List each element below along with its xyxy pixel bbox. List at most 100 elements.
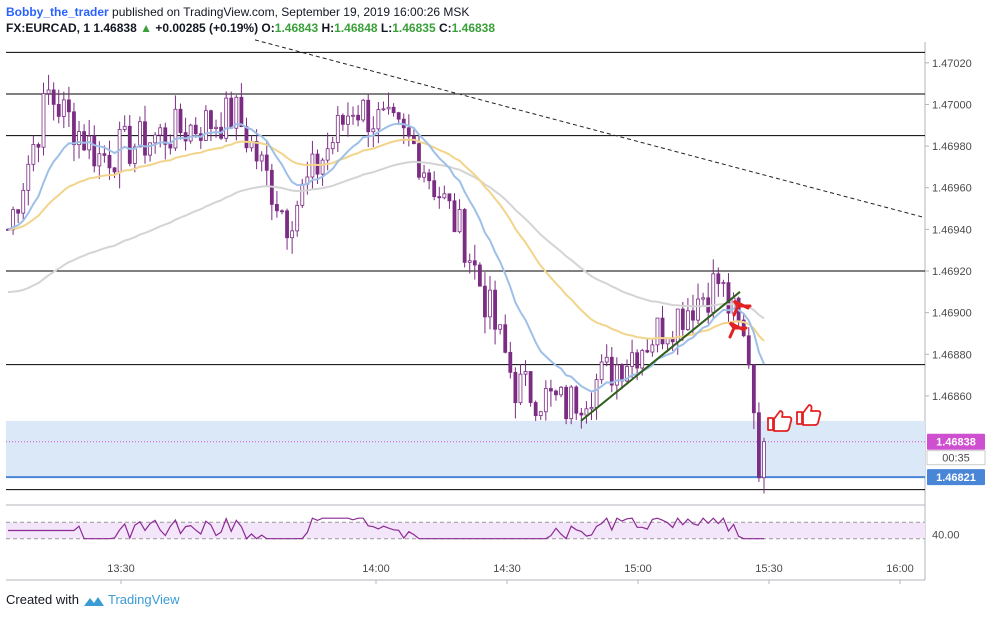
candle-body <box>696 298 700 321</box>
candle-body <box>503 324 508 353</box>
low-label: L: <box>380 21 393 35</box>
candle-body <box>72 111 76 146</box>
current-price-badge-bg <box>927 433 985 450</box>
candle-body <box>620 364 624 382</box>
thumbs-up-outline <box>796 404 822 426</box>
candle-body <box>640 350 645 369</box>
candle-body <box>564 386 569 420</box>
candle-body <box>422 172 426 178</box>
rsi-band <box>6 522 925 539</box>
candle-body <box>417 143 421 178</box>
y-tick-label: 1.46980 <box>932 141 972 153</box>
candle-body <box>701 297 706 300</box>
thumbs-up-outline <box>767 410 793 432</box>
candle-body <box>209 110 213 129</box>
candle-body <box>518 373 523 404</box>
candle-body <box>523 371 528 375</box>
candle-body <box>508 351 513 373</box>
y-tick-label: 1.46960 <box>932 183 972 195</box>
candle-body <box>320 159 325 175</box>
thumbs-up-icon <box>767 410 793 432</box>
candle-body <box>254 140 259 162</box>
candle-body <box>467 260 472 263</box>
candle-body <box>665 338 670 345</box>
candle-body <box>77 131 81 146</box>
candle-body <box>21 189 26 214</box>
candle-body <box>122 125 127 130</box>
candle-body <box>498 324 503 330</box>
candle-body <box>173 108 178 149</box>
candle-body <box>513 371 518 404</box>
candle-body <box>61 99 66 117</box>
author-link[interactable]: Bobby_the_trader <box>6 5 109 19</box>
candle-body <box>127 125 132 164</box>
candle-body <box>543 388 548 413</box>
countdown-badge: 00:35 <box>942 453 970 465</box>
candle-body <box>290 230 295 239</box>
candle-body <box>31 144 36 165</box>
candle-body <box>158 127 163 136</box>
candle-body <box>655 317 660 346</box>
candle-body <box>528 371 533 403</box>
candle-body <box>427 172 432 182</box>
red-arrow-icon <box>728 321 748 339</box>
candle-body <box>280 210 284 213</box>
y-tick-label: 1.46920 <box>932 266 972 278</box>
candle-body <box>685 310 690 330</box>
tradingview-brand[interactable]: TradingView <box>108 592 180 607</box>
candle-body <box>711 273 716 313</box>
candle-body <box>234 96 239 129</box>
close-label: C: <box>438 21 452 35</box>
candle-body <box>224 97 229 139</box>
candle-body <box>97 153 102 167</box>
change-value: +0.00285 (+0.19%) <box>155 21 259 35</box>
candle-body <box>609 356 614 386</box>
candle-body <box>574 386 579 414</box>
candle-body <box>366 99 371 133</box>
high-value: 1.46848 <box>334 21 378 35</box>
candle-body <box>203 110 208 141</box>
symbol-label[interactable]: FX:EURCAD, 1 <box>6 21 91 35</box>
ohlc-line: FX:EURCAD, 1 1.46838 ▲ +0.00285 (+0.19%)… <box>6 20 495 36</box>
candle-body <box>594 379 599 408</box>
candle-body <box>259 154 264 162</box>
candle-body <box>178 108 183 134</box>
candle-body <box>472 260 477 266</box>
candle-body <box>335 114 340 143</box>
candle-body <box>477 264 482 287</box>
support-price-badge: 1.46821 <box>936 472 976 484</box>
candle-body <box>493 289 497 330</box>
countdown-bg <box>926 450 986 466</box>
candle-body <box>132 146 137 164</box>
y-tick-label: 1.46860 <box>932 391 972 403</box>
high-label: H: <box>321 21 335 35</box>
candle-body <box>295 204 300 232</box>
candle-body <box>214 126 218 129</box>
candle-body <box>102 153 107 156</box>
candle-body <box>56 103 61 117</box>
candle-body <box>112 167 117 173</box>
candle-body <box>554 390 558 396</box>
candle-body <box>193 124 198 135</box>
candle-body <box>285 210 289 239</box>
support-price-badge-bg <box>927 469 985 486</box>
candle-body <box>645 350 650 353</box>
open-value: 1.46843 <box>274 21 319 35</box>
thumbs-up-icon <box>796 404 822 426</box>
candle-body <box>330 142 335 150</box>
candle-body <box>41 93 46 148</box>
candle-body <box>762 441 766 479</box>
candle-body <box>264 154 269 171</box>
rsi-tick-label: 40.00 <box>932 530 960 542</box>
candle-body <box>381 108 386 111</box>
candle-body <box>36 144 41 148</box>
close-value: 1.46838 <box>451 21 496 35</box>
candle-body <box>138 121 142 148</box>
candle-body <box>168 143 173 149</box>
candle-body <box>346 115 350 125</box>
candle-body <box>604 356 609 363</box>
candle-body <box>371 128 376 133</box>
rising-trendline <box>580 291 741 422</box>
candle-body <box>82 131 87 151</box>
